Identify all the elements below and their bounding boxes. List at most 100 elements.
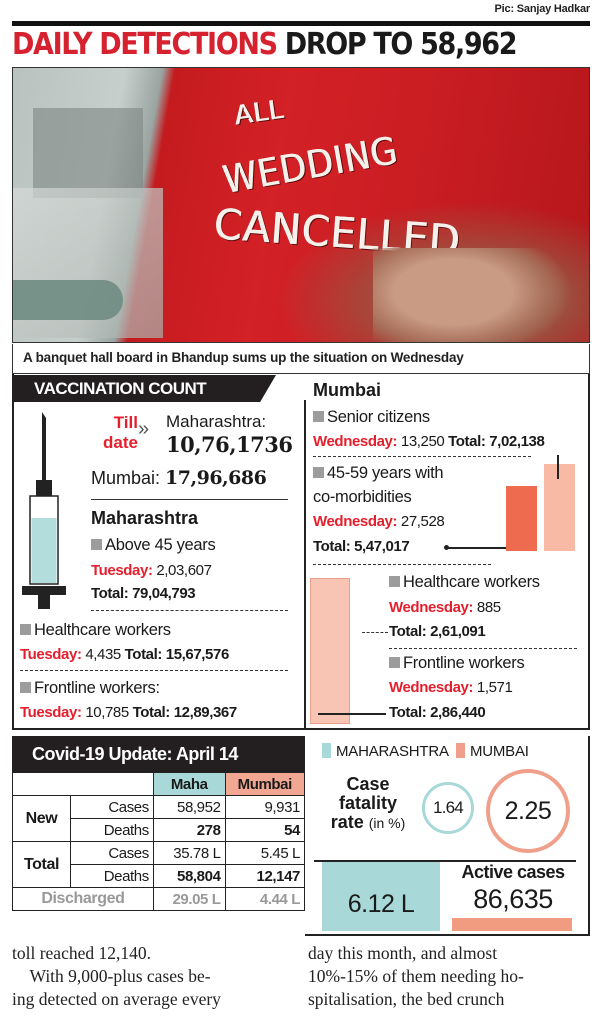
news-photo: ALL WEDDING CANCELLED [12,67,590,343]
mumbai-till-label: Mumbai: [91,468,161,488]
dashed-divider [389,648,577,649]
mh-healthcare-stats: Tuesday: 4,435 Total: 15,67,576 [20,646,229,663]
photo-window [33,108,143,198]
total-value: 2,86,440 [430,704,486,721]
mumbai-till: Mumbai: 17,96,686 [91,467,267,489]
mh-above45-total: Total: 79,04,793 [91,585,196,602]
day-label: Tuesday: [20,646,82,663]
mum-senior-stats: Wednesday: 13,250 Total: 7,02,138 [313,433,545,450]
till-date-label: Till date [103,413,138,453]
legend: MAHARASHTRA MUMBAI [322,743,529,760]
headline-red: DAILY DETECTIONS [12,27,278,62]
day-label: Wednesday: [389,679,474,696]
group-name: Healthcare workers [403,573,540,591]
mum-frontline-total: Total: 2,86,440 [389,704,486,721]
total-value: 2,61,091 [430,623,486,640]
cell-new-cases-mumbai: 9,931 [224,795,306,819]
bullet-square-icon [91,539,102,550]
row-label-deaths: Deaths [70,864,154,888]
active-cases-maharashtra: 6.12 L [322,862,440,931]
maharashtra-heading: Maharashtra [91,508,199,528]
bar-comorbid [506,486,537,551]
total-label: Total: [389,704,427,721]
total-value: 5,47,017 [354,538,410,555]
row-label-cases: Cases [70,795,154,819]
mh-group-above45: Above 45 years [91,536,216,555]
table-header-row: Maha Mumbai [12,772,306,796]
mum-group-comorbid-line2: co-morbidities [313,488,412,506]
headline-black: DROP TO 58,962 [284,27,518,62]
column-divider [304,400,306,730]
article-line: toll reached 12,140. [12,943,151,963]
mum-group-senior: Senior citizens [313,408,430,427]
mum-group-frontline: Frontline workers [389,654,525,673]
row-label-deaths: Deaths [70,818,154,842]
cell-discharged-mumbai: 4.44 L [224,887,306,911]
mum-comorbid-total: Total: 5,47,017 [313,538,410,555]
group-name: Healthcare workers [34,621,171,639]
bar-workers [310,578,350,724]
date-label: date [103,433,138,452]
dashed-divider [20,670,288,671]
day-label: Wednesday: [313,433,398,450]
article-line: 10%-15% of them needing ho- [308,966,524,986]
cell-discharged-maha: 29.05 L [152,887,226,911]
pointer-dot [444,545,449,550]
covid-update-table: Maha Mumbai New Cases 58,952 9,931 Death… [12,772,306,911]
cfr-mumbai: 2.25 [486,769,570,853]
row-label-discharged: Discharged [12,887,154,911]
mh-above45-day: Tuesday: 2,03,607 [91,562,212,579]
day-label: Wednesday: [389,599,474,616]
pointer-line [318,713,386,715]
board-text-wedding: WEDDING [220,128,402,202]
bullet-square-icon [313,467,324,478]
pointer-dashed-line [362,632,388,633]
day-label: Tuesday: [91,562,153,579]
covid-update-title: Covid-19 Update: April 14 [12,736,305,772]
mh-till-label: Maharashtra: [166,412,267,431]
table-corner [12,772,154,796]
active-cases-mumbai-bar [452,918,572,931]
divider [314,860,576,862]
group-name: Frontline workers [403,654,525,672]
article-column-right: day this month, and almost 10%-15% of th… [308,942,590,1011]
day-value: 10,785 [85,704,129,721]
cell-total-deaths-mumbai: 12,147 [224,864,306,888]
till-label: Till [113,413,138,432]
article-line: day this month, and almost [308,943,498,963]
col-header-maha: Maha [152,772,226,796]
bullet-square-icon [20,682,31,693]
article-column-left: toll reached 12,140. With 9,000-plus cas… [12,942,288,1011]
row-group-total: Total [12,841,71,888]
table-row: New Cases 58,952 9,931 [12,795,306,842]
vaccination-panel [12,374,590,730]
total-label: Total: [124,646,163,663]
cell-total-cases-mumbai: 5.45 L [224,841,306,865]
legend-swatch-mumbai [455,743,465,758]
day-value: 2,03,607 [156,562,212,579]
day-label: Wednesday: [313,513,398,530]
bullet-square-icon [20,624,31,635]
mum-comorbid-day: Wednesday: 27,528 [313,513,445,530]
total-label: Total: [132,704,171,721]
mh-till-value: 10,76,1736 [166,432,293,457]
legend-mumbai: MUMBAI [469,743,529,760]
bullet-square-icon [389,657,400,668]
total-value: 79,04,793 [132,585,196,602]
double-chevron-icon: » [138,418,150,440]
headline: DAILY DETECTIONS DROP TO 58,962 [12,26,518,64]
mh-group-healthcare: Healthcare workers [20,621,171,640]
cfr-line1: Case [346,774,390,794]
bullet-square-icon [313,411,324,422]
cfr-line2: fatality [338,793,398,813]
table-row: Deaths 58,804 12,147 [13,864,306,888]
cfr-maharashtra: 1.64 [422,782,474,834]
dashed-divider [313,456,531,457]
mh-frontline-stats: Tuesday: 10,785 Total: 12,89,367 [20,704,237,721]
photo-arm [13,280,123,320]
article-line: spitalisation, the bed crunch [308,989,505,1009]
cell-total-deaths-maha: 58,804 [152,864,226,888]
table-row: Total Cases 35.78 L 5.45 L [12,841,306,888]
cfr-line3: rate [330,812,364,832]
dashed-divider [313,564,491,565]
